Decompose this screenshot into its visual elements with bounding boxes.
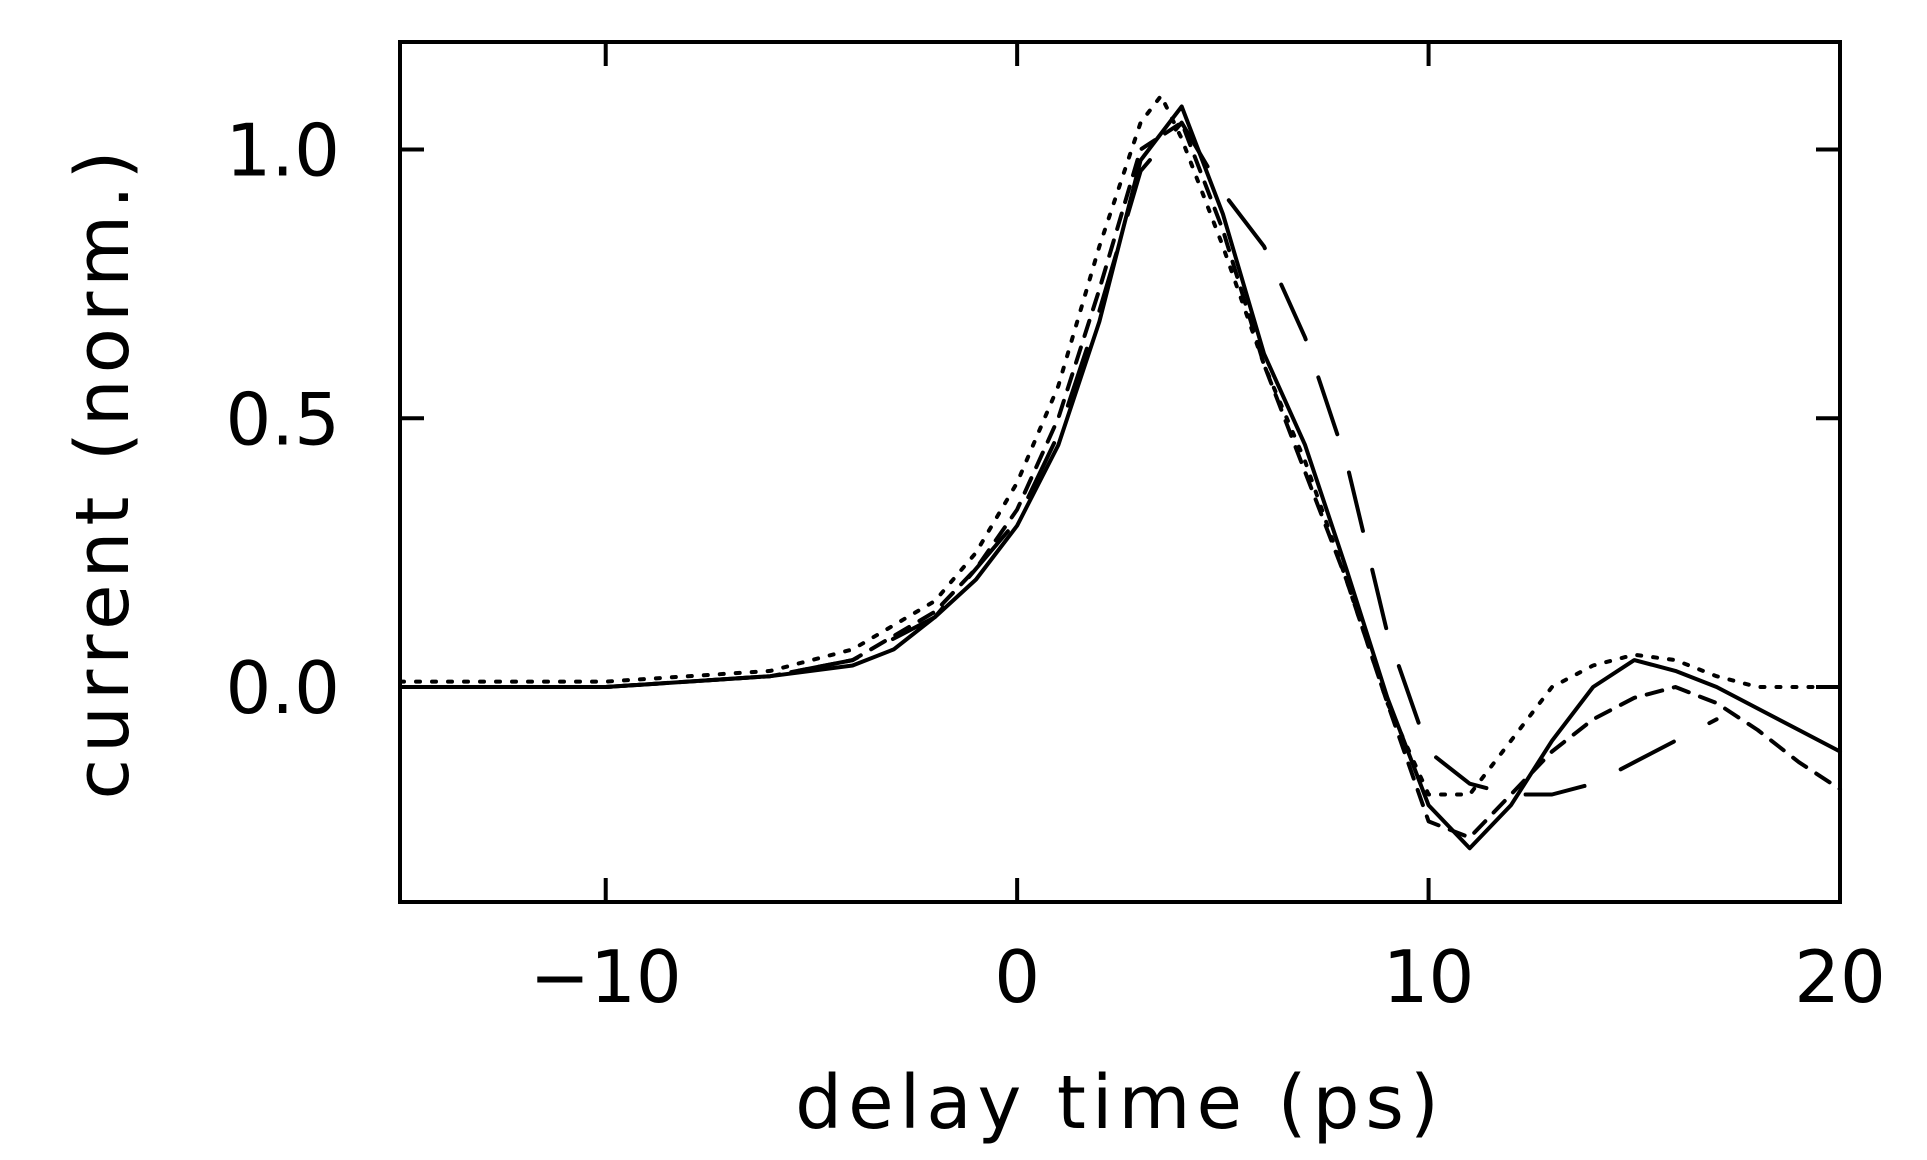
series-line-long-dash	[398, 120, 1719, 797]
series-layer	[398, 93, 1842, 851]
plot-frame	[398, 40, 1842, 904]
x-tick-labels: −10 0 10 20	[530, 935, 1886, 1019]
series-line-dotted	[398, 93, 1842, 797]
y-tick-label: 0.0	[225, 646, 340, 730]
y-axis-label: current (norm.)	[60, 144, 146, 799]
series-line-solid	[398, 104, 1842, 851]
series-line-short-dash	[398, 120, 1842, 840]
y-tick-label: 1.0	[225, 109, 340, 193]
x-tick-label: −10	[530, 935, 682, 1019]
y-tick-label: 0.5	[225, 377, 340, 461]
axis-ticks	[400, 42, 1842, 902]
x-axis-label: delay time (ps)	[795, 1060, 1445, 1146]
y-tick-labels: 0.0 0.5 1.0	[225, 109, 340, 731]
x-tick-label: 0	[994, 935, 1040, 1019]
x-tick-label: 10	[1383, 935, 1475, 1019]
x-tick-label: 20	[1794, 935, 1886, 1019]
